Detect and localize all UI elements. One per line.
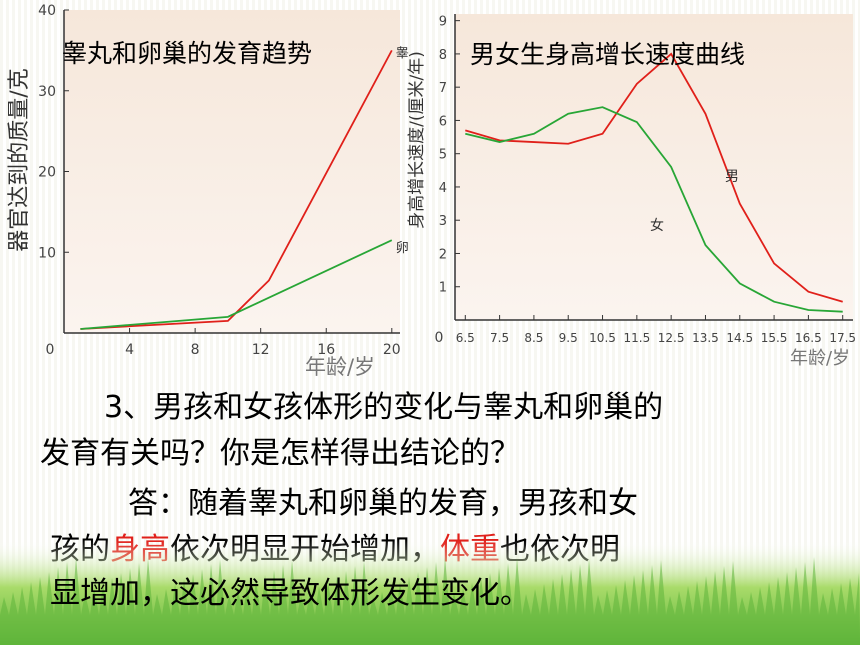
chart1-title: 睾丸和卵巢的发育趋势: [62, 39, 313, 68]
y-tick-label: 2: [439, 247, 447, 262]
chart2-title: 男女生身高增长速度曲线: [470, 40, 746, 69]
question-line-2: 发育有关吗？你是怎样得出结论的？: [40, 436, 520, 471]
height-growth-chart: 0 1 2 3 4 5 6 7 8 9 6.5 7.5 8.5 9.5 10.5 11.5 12.5 13.5 14…: [407, 14, 856, 369]
x-tick-label: 12: [252, 342, 270, 358]
y-tick-label: 30: [38, 84, 56, 100]
series-label: 睾: [396, 45, 409, 61]
y-tick-label: 3: [439, 214, 447, 229]
x-tick-label: 16: [317, 342, 335, 358]
series-label: 男: [725, 169, 739, 185]
x-tick-label: 4: [125, 342, 134, 358]
x-tick-label: 13.5: [692, 331, 719, 345]
chart2-panel: [455, 14, 853, 320]
x-tick-label: 8: [191, 342, 200, 358]
x-tick-label: 16.5: [795, 331, 822, 345]
y-tick-label: 8: [439, 48, 447, 63]
y-tick-label: 9: [439, 15, 447, 30]
y-axis-label: 身高增长速度/(厘米/年): [407, 51, 427, 229]
chart1-panel: [64, 10, 400, 333]
x-tick-label: 12.5: [658, 331, 685, 345]
y-tick-label: 4: [439, 181, 447, 196]
x-tick-label: 0: [46, 342, 55, 358]
x-tick-label: 11.5: [623, 331, 650, 345]
x-tick-label: 8.5: [524, 331, 543, 345]
y-tick-label: 40: [38, 3, 56, 19]
x-axis-label: 年龄/岁: [305, 355, 375, 379]
answer-line-3: 显增加，这必然导致体形发生变化。: [50, 576, 530, 611]
question-number: 3: [104, 390, 124, 425]
series-label: 卵: [396, 241, 409, 256]
x-tick-label: 9.5: [559, 331, 578, 345]
x-tick-label: 14.5: [726, 331, 753, 345]
y-tick-label: 6: [439, 114, 447, 129]
origin-label: 0: [435, 330, 444, 346]
series-line-female: [465, 106, 843, 313]
series-line-testis: [80, 49, 393, 330]
x-tick-label: 15.5: [761, 331, 788, 345]
y-axis-label: 器官达到的质量/克: [7, 68, 32, 251]
series-line-male: [465, 52, 843, 303]
gonad-development-chart: 10 20 30 40 0 4 8 12 16 20 年龄/岁 器官达到的质量/克 睾卵: [7, 3, 409, 379]
x-tick-label: 17.5: [829, 331, 856, 345]
x-tick-label: 10.5: [589, 331, 616, 345]
x-tick-label: 6.5: [456, 331, 475, 345]
y-tick-label: 20: [38, 165, 56, 181]
y-tick-label: 7: [439, 81, 447, 96]
x-axis-label: 年龄/岁: [790, 348, 850, 369]
y-tick-label: 10: [38, 245, 56, 261]
grass-decoration: [0, 540, 860, 645]
x-tick-label: 20: [383, 342, 401, 358]
series-line-ovary: [80, 239, 393, 330]
grass-blades: [0, 557, 860, 645]
question-line-1: 3、男孩和女孩体形的变化与睾丸和卵巢的: [104, 382, 663, 426]
y-tick-label: 1: [439, 281, 447, 296]
series-label: 女: [650, 217, 664, 234]
question-text-1: 、男孩和女孩体形的变化与睾丸和卵巢的: [123, 390, 664, 425]
x-tick-label: 7.5: [490, 331, 509, 345]
y-tick-label: 5: [439, 148, 447, 163]
answer-line-1: 答：随着睾丸和卵巢的发育，男孩和女: [128, 486, 638, 521]
